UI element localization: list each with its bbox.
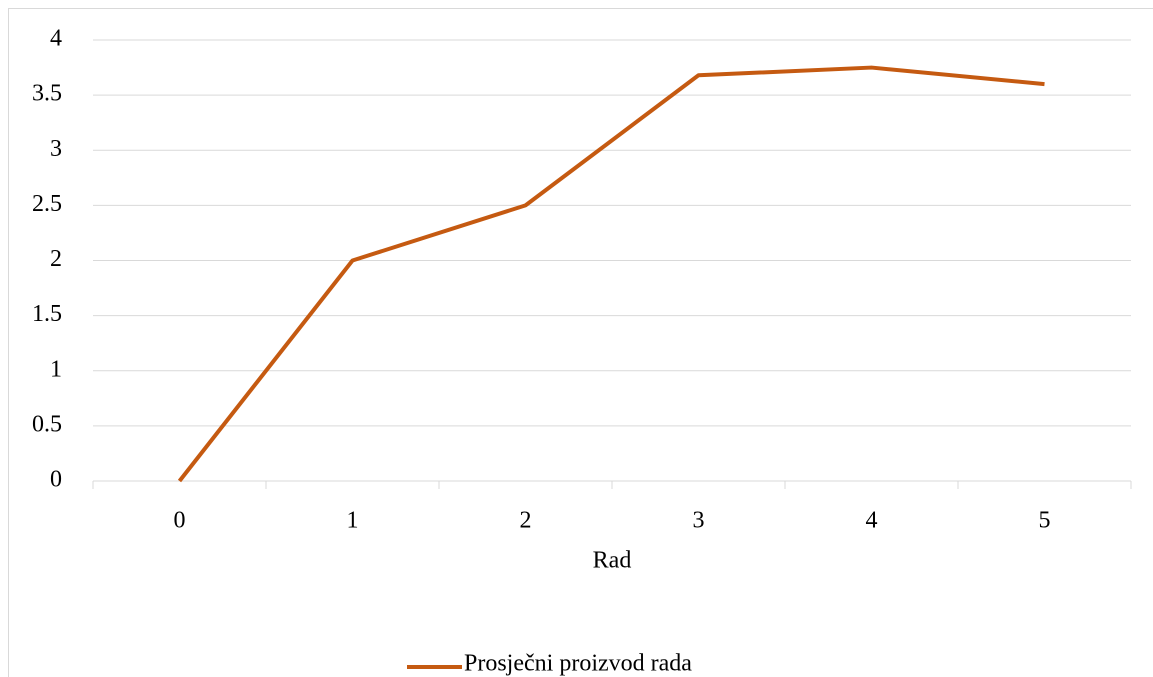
y-tick-label: 0.5 — [32, 411, 62, 437]
chart-frame — [8, 8, 1153, 677]
legend-label: Prosječni proizvod rada — [464, 651, 692, 677]
x-tick-label: 3 — [693, 508, 705, 534]
y-tick-label: 3.5 — [32, 81, 62, 107]
y-tick-label: 0 — [50, 467, 62, 493]
y-tick-label: 3 — [50, 136, 62, 162]
x-axis-label: Rad — [593, 548, 632, 574]
x-tick-label: 2 — [520, 508, 532, 534]
y-tick-label: 2.5 — [32, 191, 62, 217]
data-line — [177, 65, 1045, 483]
y-tick-label: 4 — [50, 26, 62, 52]
x-tick-label: 0 — [174, 508, 186, 534]
y-tick-label: 2 — [50, 246, 62, 272]
y-tick-label: 1.5 — [32, 301, 62, 327]
x-tick-label: 1 — [347, 508, 359, 534]
y-tick-label: 1 — [50, 356, 62, 382]
x-tick-label: 4 — [866, 508, 878, 534]
x-tick-label: 5 — [1039, 508, 1051, 534]
